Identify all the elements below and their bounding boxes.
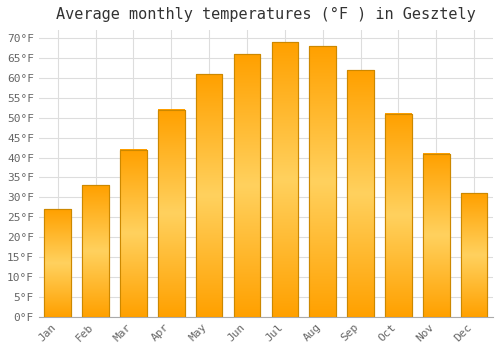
- Bar: [44, 209, 71, 317]
- Bar: [310, 46, 336, 317]
- Bar: [158, 110, 184, 317]
- Bar: [385, 114, 411, 317]
- Bar: [310, 46, 336, 317]
- Bar: [461, 193, 487, 317]
- Bar: [461, 193, 487, 317]
- Bar: [82, 186, 109, 317]
- Bar: [82, 186, 109, 317]
- Bar: [196, 74, 222, 317]
- Bar: [234, 54, 260, 317]
- Bar: [44, 209, 71, 317]
- Bar: [234, 54, 260, 317]
- Title: Average monthly temperatures (°F ) in Gesztely: Average monthly temperatures (°F ) in Ge…: [56, 7, 476, 22]
- Bar: [348, 70, 374, 317]
- Bar: [423, 154, 450, 317]
- Bar: [272, 42, 298, 317]
- Bar: [272, 42, 298, 317]
- Bar: [423, 154, 450, 317]
- Bar: [348, 70, 374, 317]
- Bar: [196, 74, 222, 317]
- Bar: [385, 114, 411, 317]
- Bar: [120, 149, 146, 317]
- Bar: [158, 110, 184, 317]
- Bar: [120, 149, 146, 317]
